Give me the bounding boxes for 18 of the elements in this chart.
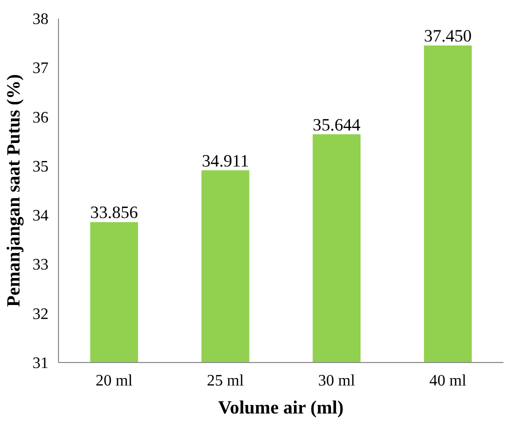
y-tick-label: 38 <box>32 11 48 28</box>
x-tick-label: 30 ml <box>318 372 356 390</box>
data-label: 37.450 <box>424 26 472 46</box>
data-label: 35.644 <box>312 115 361 134</box>
x-tick-label: 20 ml <box>96 372 134 390</box>
y-tick-label: 31 <box>32 355 48 372</box>
y-tick-label: 33 <box>32 256 48 274</box>
y-tick-label: 37 <box>32 60 48 78</box>
y-tick-label: 34 <box>32 208 48 225</box>
data-label: 33.856 <box>90 203 138 222</box>
y-tick-label: 32 <box>32 306 48 323</box>
y-tick-label: 36 <box>32 109 48 126</box>
y-axis-title: Pemanjangan saat Putus (%) <box>4 74 24 307</box>
data-label: 34.911 <box>202 151 249 170</box>
x-tick-label: 25 ml <box>206 372 244 390</box>
x-axis-title: Volume air (ml) <box>218 398 344 418</box>
x-tick-label: 40 ml <box>429 372 467 390</box>
y-tick-label: 35 <box>32 158 48 176</box>
